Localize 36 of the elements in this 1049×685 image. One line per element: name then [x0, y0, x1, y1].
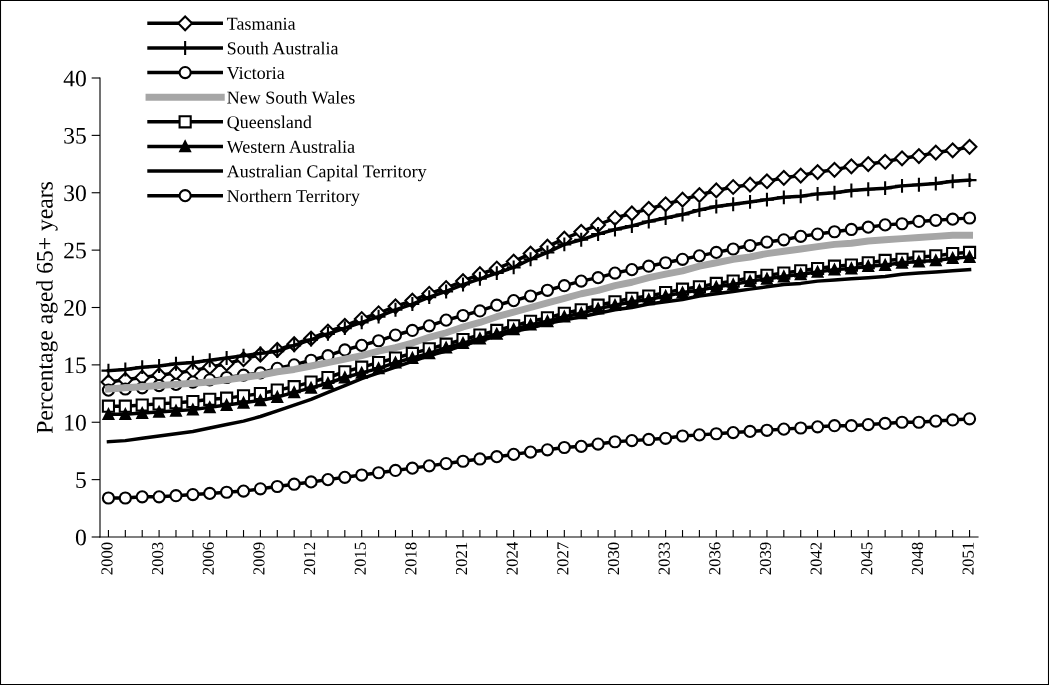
x-tick-label: 2000 [101, 542, 113, 575]
x-tick-label: 2009 [253, 542, 265, 575]
x-tick-label: 2006 [202, 542, 214, 575]
y-tick-label: 0 [75, 529, 86, 546]
x-tick-label: 2033 [658, 542, 670, 575]
x-tick-label: 2003 [152, 542, 164, 575]
x-tick-label: 2027 [557, 542, 569, 575]
legend-label: Western Australia [226, 140, 355, 153]
legend-label: New South Wales [227, 90, 355, 104]
legend-label: Tasmania [226, 17, 296, 30]
legend-label: Queensland [227, 115, 312, 132]
y-tick-label: 35 [64, 127, 86, 144]
x-tick-label: 2051 [962, 542, 974, 575]
x-tick-label: 2030 [607, 542, 620, 575]
x-tick-label: 2021 [455, 542, 468, 575]
legend-label: South Australia [227, 41, 339, 55]
y-tick-label: 15 [65, 357, 86, 374]
y-axis-title: Percentage aged 65+ years [36, 182, 58, 434]
x-tick-label: 2048 [911, 542, 924, 575]
y-tick-label: 20 [64, 299, 86, 316]
x-tick-label: 2015 [354, 542, 366, 575]
y-tick-label: 5 [76, 472, 86, 489]
x-tick-label: 2012 [303, 542, 316, 575]
y-tick-label: 10 [65, 414, 86, 431]
x-tick-label: 2045 [861, 542, 873, 575]
x-tick-label: 2036 [709, 542, 721, 575]
x-tick-label: 2024 [506, 542, 518, 575]
x-tick-label: 2018 [405, 542, 417, 575]
legend-label: Australian Capital Territory [226, 164, 427, 182]
y-tick-label: 30 [64, 185, 86, 202]
x-tick-label: 2039 [759, 542, 772, 575]
y-tick-label: 25 [64, 242, 86, 259]
x-tick-label: 2042 [810, 542, 822, 575]
y-tick-label: 40 [63, 70, 86, 87]
legend-label: Victoria [226, 66, 285, 80]
legend-label: Northern Territory [227, 189, 360, 206]
